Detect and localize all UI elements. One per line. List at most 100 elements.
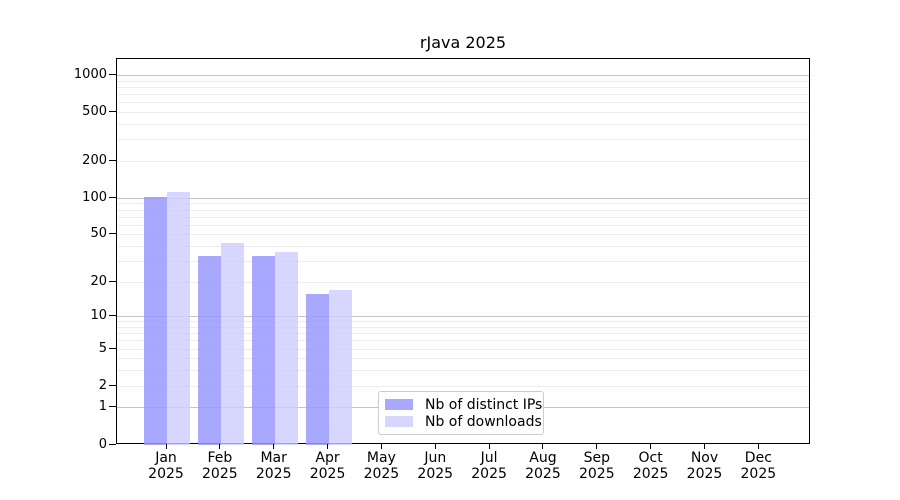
- x-tick-label-month: Jul: [480, 450, 498, 466]
- gridline-minor-300: [117, 139, 809, 141]
- x-tick-label-month: Jan: [155, 450, 177, 466]
- x-tick-label-sep: Sep 2025: [565, 450, 629, 482]
- gridline-minor-6: [117, 340, 809, 342]
- y-tick-2: [109, 384, 116, 386]
- y-tick-label-500: 500: [82, 104, 107, 120]
- y-tick-500: [109, 111, 116, 113]
- x-tick-label-year: 2025: [417, 466, 454, 482]
- x-tick-label-year: 2025: [740, 466, 777, 482]
- x-tick-label-year: 2025: [363, 466, 400, 482]
- x-tick-label-year: 2025: [148, 466, 184, 482]
- y-tick-1000: [109, 74, 116, 76]
- y-tick-50: [109, 233, 116, 235]
- x-tick-dec: [757, 444, 759, 449]
- gridline-minor-2: [117, 385, 809, 387]
- x-tick-label-month: Oct: [638, 450, 663, 466]
- x-tick-label-oct: Oct 2025: [619, 450, 683, 482]
- x-tick-label-year: 2025: [471, 466, 507, 482]
- gridline-minor-60: [117, 224, 809, 226]
- y-tick-label-1: 1: [98, 399, 107, 415]
- x-tick-label-month: Feb: [207, 450, 233, 466]
- x-tick-label-dec: Dec 2025: [726, 450, 790, 482]
- y-tick-label-50: 50: [90, 226, 107, 242]
- bar-nb-of-downloads-mar: [274, 251, 298, 445]
- chart-title: rJava 2025: [419, 33, 507, 52]
- legend-item-downloads: Nb of downloads: [385, 414, 542, 430]
- x-tick-label-month: Sep: [583, 450, 610, 466]
- y-tick-label-0: 0: [98, 436, 107, 452]
- x-tick-label-month: Dec: [744, 450, 772, 466]
- y-tick-100: [109, 196, 116, 198]
- x-tick-label-may: May 2025: [349, 450, 413, 482]
- x-tick-label-year: 2025: [686, 466, 723, 482]
- x-tick-label-jul: Jul 2025: [457, 450, 521, 482]
- y-tick-200: [109, 159, 116, 161]
- x-tick-label-month: Apr: [315, 450, 340, 466]
- x-tick-label-month: Mar: [260, 450, 287, 466]
- gridline-major-10: [117, 316, 809, 318]
- y-tick-label-20: 20: [90, 273, 107, 289]
- x-tick-jun: [434, 444, 436, 449]
- gridline-minor-7: [117, 333, 809, 335]
- gridline-minor-9: [117, 321, 809, 323]
- y-tick-label-10: 10: [90, 308, 107, 324]
- gridline-minor-50: [117, 234, 809, 236]
- bar-nb-of-distinct-ips-jan: [144, 196, 167, 445]
- gridline-minor-700: [117, 94, 809, 96]
- gridline-minor-4: [117, 358, 809, 360]
- x-tick-apr: [327, 444, 329, 449]
- x-tick-label-jan: Jan 2025: [134, 450, 198, 482]
- y-tick-20: [109, 280, 116, 282]
- legend: Nb of distinct IPs Nb of downloads: [378, 391, 544, 435]
- x-tick-label-apr: Apr 2025: [296, 450, 360, 482]
- x-tick-feb: [219, 444, 221, 449]
- x-tick-label-month: May: [366, 450, 396, 466]
- y-tick-5: [109, 347, 116, 349]
- x-tick-nov: [704, 444, 705, 449]
- x-tick-label-feb: Feb 2025: [188, 450, 252, 482]
- x-tick-label-aug: Aug 2025: [511, 450, 575, 482]
- x-tick-sep: [596, 444, 598, 449]
- x-tick-mar: [273, 444, 275, 449]
- gridline-minor-200: [117, 160, 809, 162]
- y-tick-10: [109, 315, 116, 317]
- x-tick-label-month: Aug: [529, 450, 557, 466]
- legend-swatch-distinct-ips: [385, 399, 413, 410]
- plot-area: [116, 58, 810, 445]
- x-tick-may: [380, 444, 382, 449]
- x-tick-label-month: Jun: [424, 450, 447, 466]
- gridline-minor-80: [117, 209, 809, 211]
- y-tick-label-200: 200: [82, 152, 107, 168]
- gridline-minor-40: [117, 245, 809, 247]
- legend-swatch-downloads: [385, 416, 413, 427]
- gridline-minor-30: [117, 260, 809, 262]
- gridline-minor-600: [117, 102, 809, 104]
- x-tick-label-year: 2025: [255, 466, 292, 482]
- x-tick-label-year: 2025: [525, 466, 561, 482]
- y-tick-1: [109, 406, 116, 408]
- gridline-minor-5: [117, 348, 809, 350]
- bar-nb-of-downloads-jan: [167, 191, 190, 445]
- x-tick-label-nov: Nov 2025: [673, 450, 737, 482]
- x-tick-jul: [488, 444, 490, 449]
- y-tick-label-100: 100: [82, 189, 107, 205]
- bar-nb-of-distinct-ips-mar: [251, 256, 275, 445]
- y-tick-label-2: 2: [98, 377, 107, 393]
- gridline-minor-90: [117, 203, 809, 205]
- legend-label-downloads: Nb of downloads: [425, 413, 542, 430]
- gridline-minor-20: [117, 281, 809, 283]
- gridline-minor-8: [117, 327, 809, 329]
- legend-item-distinct-ips: Nb of distinct IPs: [385, 397, 542, 413]
- gridline-major-1000: [117, 75, 809, 77]
- gridline-minor-70: [117, 216, 809, 218]
- gridline-major-100: [117, 197, 809, 199]
- x-tick-aug: [542, 444, 544, 449]
- x-tick-oct: [650, 444, 652, 449]
- x-tick-label-year: 2025: [309, 466, 346, 482]
- bar-nb-of-downloads-apr: [328, 290, 352, 445]
- y-tick-label-1000: 1000: [73, 67, 107, 83]
- bar-nb-of-distinct-ips-feb: [197, 256, 221, 445]
- y-tick-0: [109, 443, 116, 445]
- gridline-minor-500: [117, 112, 809, 114]
